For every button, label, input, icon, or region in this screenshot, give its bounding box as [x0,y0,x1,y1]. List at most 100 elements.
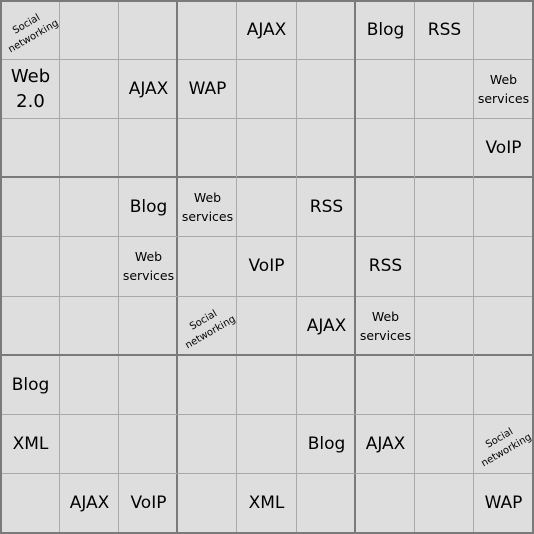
box-divider-vertical [176,0,178,534]
grid-cell[interactable] [60,356,119,415]
grid-cell[interactable] [237,297,296,356]
grid-cell[interactable]: Blog [297,415,356,474]
grid-cell[interactable] [60,1,119,60]
grid-cell[interactable]: Social networking [178,297,238,356]
grid-cell[interactable]: RSS [415,1,474,60]
cell-divider-horizontal [0,236,534,237]
grid-cell[interactable]: Web services [356,297,415,356]
grid-cell[interactable] [237,119,296,178]
grid-cell[interactable] [178,474,237,533]
grid-cell[interactable] [178,119,237,178]
grid-cell[interactable] [297,60,356,119]
grid-cell[interactable] [237,356,296,415]
grid-cell[interactable]: Web 2.0 [1,60,60,119]
grid-cell[interactable]: Blog [1,356,60,415]
grid-cell[interactable] [356,119,415,178]
cell-divider-vertical [473,0,474,534]
cell-divider-vertical [118,0,119,534]
cell-value: Web 2.0 [10,66,51,112]
grid-cell[interactable]: Blog [356,1,415,60]
grid-cell[interactable] [415,119,474,178]
grid-cell[interactable]: AJAX [356,415,415,474]
grid-cell[interactable] [356,178,415,237]
grid-cell[interactable] [415,474,474,533]
grid-cell[interactable]: AJAX [60,474,119,533]
grid-cell[interactable] [415,178,474,237]
grid-cell[interactable]: RSS [297,178,356,237]
cell-value: AJAX [128,78,169,99]
grid-cell[interactable] [60,178,119,237]
grid-cell[interactable] [297,119,356,178]
grid-cell[interactable] [60,119,119,178]
grid-cell[interactable] [415,237,474,296]
grid-cell[interactable] [178,415,237,474]
cell-value: WAP [484,492,523,513]
grid-cell[interactable] [474,297,533,356]
grid-cell[interactable] [60,60,119,119]
grid-cell[interactable]: Social networking [474,415,534,474]
grid-cell[interactable]: Web services [474,60,533,119]
grid-cell[interactable] [356,60,415,119]
cell-value: AJAX [306,315,347,336]
grid-cell[interactable] [415,415,474,474]
grid-cell[interactable] [178,356,237,415]
grid-cell[interactable]: Web services [119,237,178,296]
grid-cell[interactable]: AJAX [119,60,178,119]
grid-cell[interactable]: AJAX [237,1,296,60]
grid-cell[interactable] [60,415,119,474]
grid-cell[interactable] [474,178,533,237]
grid-cell[interactable] [474,1,533,60]
cell-value: VoIP [248,255,285,276]
grid-cell[interactable]: RSS [356,237,415,296]
box-divider-horizontal [0,176,534,178]
grid-cell[interactable] [60,237,119,296]
grid-cell[interactable] [297,1,356,60]
grid-cell[interactable] [1,474,60,533]
cell-divider-horizontal [0,473,534,474]
grid-cell[interactable] [356,356,415,415]
cell-value: Web services [477,71,530,106]
grid-cell[interactable]: VoIP [237,237,296,296]
grid-cell[interactable] [178,237,237,296]
grid-cell[interactable] [119,119,178,178]
cell-value: VoIP [485,137,522,158]
grid-cell[interactable]: VoIP [119,474,178,533]
grid-cell[interactable] [474,237,533,296]
grid-cell[interactable]: Blog [119,178,178,237]
grid-cell[interactable] [415,60,474,119]
grid-cell[interactable] [60,297,119,356]
grid-cell[interactable]: XML [237,474,296,533]
grid-cell[interactable] [297,237,356,296]
grid-cell[interactable] [178,1,237,60]
grid-cell[interactable] [1,297,60,356]
grid-cell[interactable]: VoIP [474,119,533,178]
grid-cell[interactable]: Web services [178,178,237,237]
grid-cell[interactable] [415,297,474,356]
grid-cell[interactable] [474,356,533,415]
grid-cell[interactable] [119,415,178,474]
cell-value: XML [248,492,285,513]
cell-divider-vertical [414,0,415,534]
cell-value: RSS [427,19,462,40]
grid-cell[interactable]: WAP [474,474,533,533]
grid-cell[interactable] [297,356,356,415]
grid-cell[interactable] [119,356,178,415]
grid-cell[interactable]: XML [1,415,60,474]
grid-cell[interactable] [119,297,178,356]
cell-value: RSS [309,196,344,217]
grid-cell[interactable] [356,474,415,533]
grid-cell[interactable] [415,356,474,415]
grid-cell[interactable]: AJAX [297,297,356,356]
grid-cell[interactable]: WAP [178,60,237,119]
grid-cell[interactable] [1,237,60,296]
grid-cell[interactable]: Social networking [1,1,61,60]
grid-cell[interactable] [1,178,60,237]
grid-cell[interactable] [237,415,296,474]
grid-cell[interactable] [1,119,60,178]
grid-cell[interactable] [119,1,178,60]
cell-value: Blog [11,374,50,395]
grid-cell[interactable] [237,178,296,237]
cell-value: Web services [181,189,234,224]
grid-cell[interactable] [237,60,296,119]
grid-cell[interactable] [297,474,356,533]
